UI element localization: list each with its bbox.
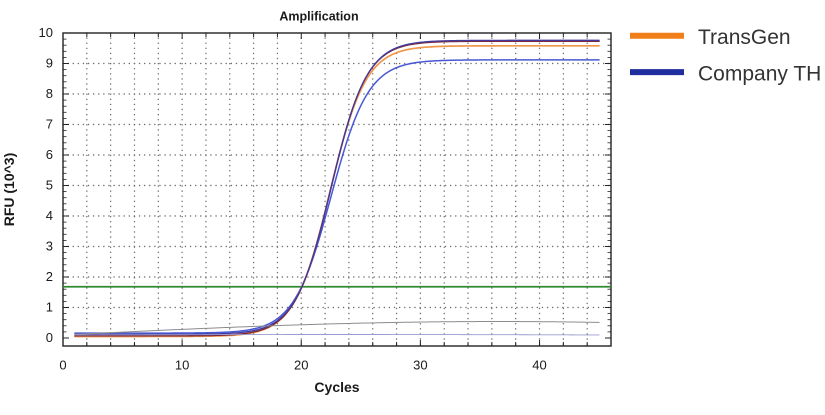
svg-text:10: 10 <box>39 25 53 40</box>
svg-text:RFU (10^3): RFU (10^3) <box>1 153 17 227</box>
svg-text:7: 7 <box>46 117 53 132</box>
svg-text:3: 3 <box>46 239 53 254</box>
svg-text:Amplification: Amplification <box>279 10 358 24</box>
svg-text:TransGen: TransGen <box>698 26 791 49</box>
svg-text:0: 0 <box>46 330 53 345</box>
svg-text:0: 0 <box>59 358 66 373</box>
svg-text:Company TH: Company TH <box>698 62 821 85</box>
svg-text:9: 9 <box>46 56 53 71</box>
svg-text:2: 2 <box>46 269 53 284</box>
svg-text:20: 20 <box>294 358 308 373</box>
svg-text:6: 6 <box>46 147 53 162</box>
svg-text:8: 8 <box>46 86 53 101</box>
svg-text:Cycles: Cycles <box>314 379 359 395</box>
svg-text:5: 5 <box>46 178 53 193</box>
svg-text:4: 4 <box>46 208 53 223</box>
svg-text:10: 10 <box>175 358 189 373</box>
svg-text:30: 30 <box>413 358 427 373</box>
svg-text:1: 1 <box>46 300 53 315</box>
svg-text:40: 40 <box>532 358 546 373</box>
